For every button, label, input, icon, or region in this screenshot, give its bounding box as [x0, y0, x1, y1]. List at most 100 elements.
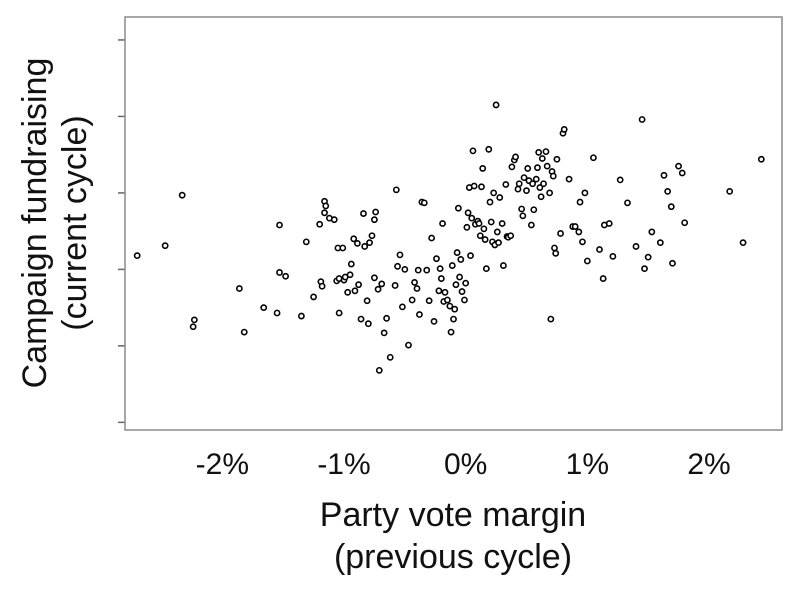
data-point [487, 218, 495, 226]
data-point [361, 243, 369, 250]
data-point [282, 272, 289, 280]
data-point [530, 206, 538, 214]
data-point [499, 262, 507, 269]
data-point [482, 265, 490, 273]
data-point [357, 315, 365, 323]
data-point [565, 175, 573, 183]
data-point [656, 239, 664, 247]
data-point [368, 232, 376, 240]
data-point [576, 198, 584, 206]
data-point [378, 280, 386, 288]
data-point [571, 223, 579, 230]
data-point [552, 249, 560, 257]
data-point [366, 239, 373, 247]
data-point [479, 165, 487, 172]
data-point [490, 189, 498, 197]
data-point [549, 172, 557, 180]
data-point [605, 220, 613, 227]
data-point [240, 328, 248, 336]
data-point [486, 198, 494, 206]
data-point [664, 187, 672, 195]
data-point [532, 175, 540, 183]
data-point [536, 184, 544, 191]
data-point [599, 275, 607, 282]
data-point [457, 256, 465, 263]
y-axis-ticks [118, 39, 125, 424]
data-point [454, 204, 462, 212]
data-point [475, 220, 483, 227]
data-point [444, 296, 451, 304]
data-point [372, 208, 380, 216]
data-point [557, 230, 564, 237]
data-point [161, 242, 169, 250]
data-point [575, 228, 583, 236]
data-point [508, 163, 516, 171]
y-axis-title-line-1: Campaign fundraising [16, 58, 54, 389]
data-point [371, 216, 378, 224]
data-point [316, 220, 324, 228]
data-point [428, 234, 435, 242]
data-point [458, 288, 466, 295]
data-point [660, 171, 668, 179]
data-point [346, 271, 354, 279]
x-axis-title-line-1: Party vote margin [320, 496, 586, 534]
x-tick-label: 0% [444, 448, 487, 481]
data-point [507, 232, 515, 240]
data-point [551, 244, 558, 252]
data-point [485, 145, 493, 153]
data-point [310, 293, 317, 301]
data-point [543, 162, 551, 170]
data-point [644, 253, 652, 261]
data-point [538, 155, 546, 162]
data-point [391, 282, 399, 289]
data-point [439, 220, 446, 227]
data-point [408, 296, 416, 304]
data-point [276, 269, 283, 276]
data-point [476, 232, 484, 240]
data-point [757, 155, 765, 163]
data-point [470, 182, 478, 190]
data-point [498, 220, 506, 227]
data-point [364, 320, 372, 328]
data-point [411, 278, 418, 286]
data-point [392, 186, 400, 194]
data-point [502, 181, 510, 188]
data-point [579, 238, 586, 246]
data-point [425, 297, 433, 305]
data-point [441, 288, 449, 296]
data-point [669, 259, 676, 267]
x-tick-label: -1% [317, 448, 370, 481]
data-point [535, 148, 543, 156]
data-point [641, 265, 648, 273]
data-point [190, 316, 198, 324]
data-point [374, 285, 382, 293]
data-point [540, 180, 547, 188]
data-point [178, 191, 186, 199]
data-point [414, 266, 422, 274]
data-point [478, 183, 485, 191]
data-point [302, 238, 310, 246]
data-point [330, 216, 338, 224]
data-point [435, 287, 443, 295]
data-point [520, 174, 528, 182]
data-point [461, 296, 468, 304]
data-point [383, 314, 390, 322]
data-point [394, 262, 401, 270]
data-point [553, 155, 561, 163]
data-point [560, 126, 568, 133]
data-point [481, 236, 489, 243]
data-point [467, 252, 474, 260]
data-point [492, 101, 500, 109]
x-axis-title-line-2: (previous cycle) [334, 538, 572, 576]
data-point [581, 189, 589, 197]
data-point [363, 297, 371, 305]
data-point [667, 203, 675, 211]
data-point [452, 281, 460, 289]
data-point [322, 202, 330, 210]
data-point [401, 265, 409, 273]
data-point [678, 169, 686, 177]
data-point [450, 315, 457, 323]
data-point [189, 323, 197, 331]
data-point [453, 249, 461, 256]
